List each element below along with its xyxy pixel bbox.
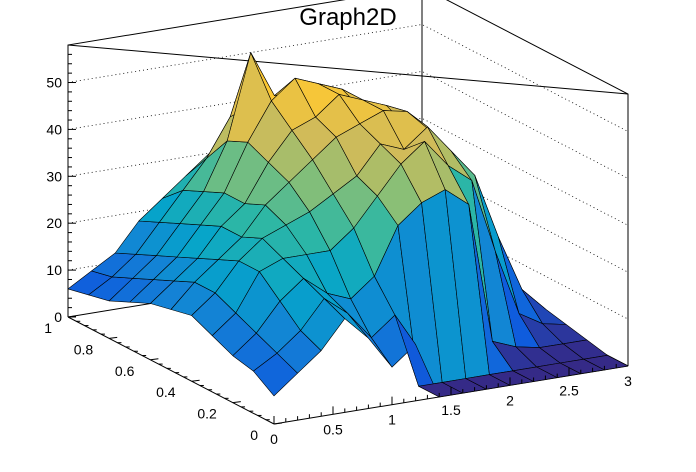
z-tick-label: 0	[54, 309, 62, 325]
z-tick-label: 50	[46, 75, 62, 91]
y-tick-label: 0	[250, 427, 258, 443]
z-tick-label: 40	[46, 121, 62, 137]
surface-cell	[583, 354, 629, 371]
y-tick	[273, 422, 283, 425]
x-tick-label: 1	[388, 412, 396, 428]
x-tick-label: 2.5	[559, 383, 579, 399]
z-tick-label: 30	[46, 168, 62, 184]
y-tick	[109, 336, 118, 339]
chart-title: Graph2D	[299, 4, 397, 31]
y-tick	[232, 401, 241, 404]
y-tick-label: 0.2	[197, 406, 217, 422]
y-tick-label: 1	[44, 320, 52, 336]
y-tick	[150, 358, 159, 361]
x-tick-label: 1.5	[441, 402, 461, 418]
x-tick-label: 0.5	[323, 421, 343, 437]
y-tick-label: 0.4	[156, 384, 176, 400]
y-axis-line	[67, 316, 275, 425]
x-tick-label: 0	[270, 431, 278, 447]
x-tick-label: 3	[624, 373, 632, 389]
z-tick-label: 10	[46, 262, 62, 278]
box-top-diagonal	[67, 44, 629, 95]
y-tick	[191, 379, 200, 382]
y-tick-label: 0.6	[115, 363, 135, 379]
z-tick-label: 20	[46, 215, 62, 231]
y-tick	[67, 315, 77, 318]
x-tick-label: 2	[506, 392, 514, 408]
y-tick-label: 0.8	[74, 341, 94, 357]
